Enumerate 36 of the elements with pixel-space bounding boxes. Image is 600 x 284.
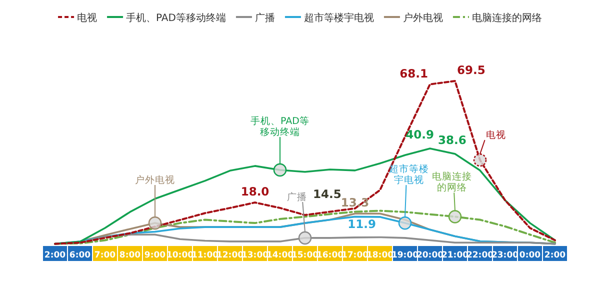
x-tick-label: 2:00 xyxy=(544,250,566,260)
point xyxy=(273,163,287,177)
point xyxy=(148,216,162,230)
point xyxy=(448,210,462,224)
legend-label: 电视 xyxy=(77,12,98,24)
data-label: 38.6 xyxy=(438,132,466,147)
annotation: 电脑连接的网络 xyxy=(432,170,472,194)
x-tick-label: 0:00 xyxy=(519,250,541,260)
point xyxy=(473,153,487,167)
x-tick-label: 7:00 xyxy=(94,250,116,260)
annotation: 电视 xyxy=(486,129,506,142)
annotation: 14.5 xyxy=(313,186,342,201)
data-label: 69.5 xyxy=(457,63,486,77)
annotation: 广播 xyxy=(287,190,307,203)
annotation: 电脑连接的网络 xyxy=(432,172,472,224)
annotation: 户外电视 xyxy=(135,174,175,186)
x-tick-label: 8:00 xyxy=(119,250,141,260)
x-tick-label: 9:00 xyxy=(144,250,166,260)
legend-label: 超市等楼宇电视 xyxy=(304,12,374,24)
data-label: 68.1 xyxy=(400,66,428,80)
data-label: 18.0 xyxy=(240,184,270,199)
legend-label: 电脑连接的网络 xyxy=(472,12,542,24)
point xyxy=(398,216,412,230)
legend-label: 户外电视 xyxy=(402,12,443,24)
annotation: 广播 xyxy=(287,192,312,245)
x-tick-label: 6:00 xyxy=(69,250,91,260)
data-label: 40.9 xyxy=(406,127,434,142)
data-label: 11.9 xyxy=(348,216,376,231)
annotation: 手机、PAD等移动终端 xyxy=(250,114,310,138)
x-tick-label: 2:00 xyxy=(44,250,66,260)
annotation: 户外电视 xyxy=(135,175,175,230)
point xyxy=(298,231,312,245)
annotation: 电视 xyxy=(473,130,506,167)
legend-label: 广播 xyxy=(254,12,275,24)
legend-label: 手机、PAD等移动终端 xyxy=(126,12,226,24)
annotation: 手机、PAD等移动终端 xyxy=(250,116,310,177)
